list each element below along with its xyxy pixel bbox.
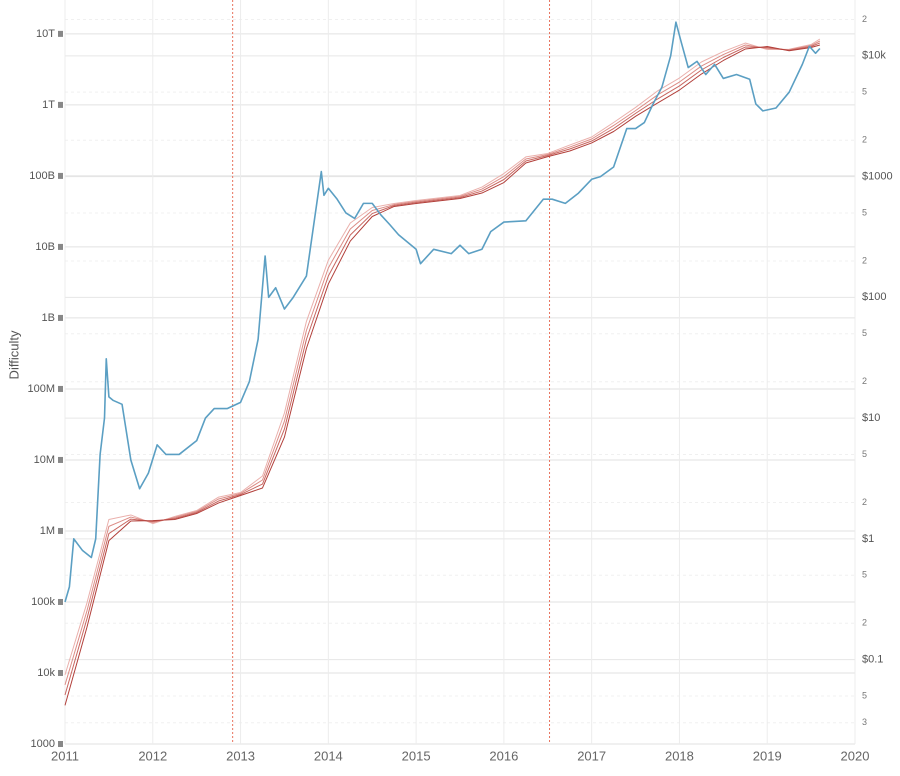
difficulty-line — [64, 38, 821, 676]
y2-tick-label: $0.1 — [862, 654, 883, 666]
x-tick-label: 2017 — [577, 748, 606, 763]
y2-tick-label: $10 — [862, 412, 880, 424]
y2-tick-label: 5 — [862, 87, 867, 97]
y-tick-mark — [58, 314, 63, 321]
y-axis-label: Difficulty — [6, 330, 21, 379]
y2-tick-label: 2 — [862, 135, 867, 145]
y2-tick-label: 2 — [862, 497, 867, 507]
y-tick-label: 1M — [40, 525, 55, 537]
y-tick-mark — [58, 101, 63, 108]
y-tick-mark — [58, 243, 63, 250]
y2-tick-label: 5 — [862, 328, 867, 338]
y-tick-mark — [58, 527, 63, 534]
y2-tick-label: 2 — [862, 14, 867, 24]
x-tick-label: 2014 — [314, 748, 343, 763]
y-tick-mark — [58, 669, 63, 676]
y-tick-label: 100M — [27, 383, 55, 395]
y-tick-label: 1T — [42, 99, 55, 111]
y2-tick-label: 2 — [862, 618, 867, 628]
x-tick-label: 2020 — [841, 748, 870, 763]
y-tick-mark — [58, 456, 63, 463]
x-tick-label: 2015 — [402, 748, 431, 763]
y-tick-label: 10T — [36, 28, 55, 40]
x-tick-label: 2019 — [753, 748, 782, 763]
difficulty-line — [64, 42, 821, 696]
x-tick-label: 2016 — [489, 748, 518, 763]
y2-tick-label: 5 — [862, 570, 867, 580]
y2-tick-label: 2 — [862, 255, 867, 265]
y-tick-label: 100B — [29, 170, 55, 182]
y2-tick-label: 5 — [862, 207, 867, 217]
y2-tick-label: 5 — [862, 690, 867, 700]
y-tick-mark — [58, 385, 63, 392]
difficulty-line — [64, 44, 821, 706]
y2-tick-label: $10k — [862, 50, 886, 62]
y-tick-label: 100k — [31, 596, 55, 608]
x-tick-label: 2013 — [226, 748, 255, 763]
y-tick-label: 1B — [42, 312, 55, 324]
y-tick-label: 10k — [37, 667, 55, 679]
y2-tick-label: 3 — [862, 717, 867, 727]
price-line — [64, 21, 821, 603]
difficulty-line — [64, 40, 821, 686]
y2-tick-label: 2 — [862, 376, 867, 386]
y-tick-label: 10B — [35, 241, 55, 253]
y-tick-mark — [58, 172, 63, 179]
y-tick-mark — [58, 741, 63, 747]
x-tick-label: 2018 — [665, 748, 694, 763]
y-tick-label: 1000 — [31, 738, 55, 750]
x-tick-label: 2012 — [138, 748, 167, 763]
y2-tick-label: $1000 — [862, 170, 893, 182]
y-tick-label: 10M — [34, 454, 55, 466]
y2-tick-label: $1 — [862, 533, 874, 545]
y2-tick-label: 5 — [862, 449, 867, 459]
y-tick-mark — [58, 598, 63, 605]
y2-tick-label: $100 — [862, 291, 886, 303]
x-tick-label: 2011 — [51, 748, 79, 763]
y-tick-mark — [58, 30, 63, 37]
